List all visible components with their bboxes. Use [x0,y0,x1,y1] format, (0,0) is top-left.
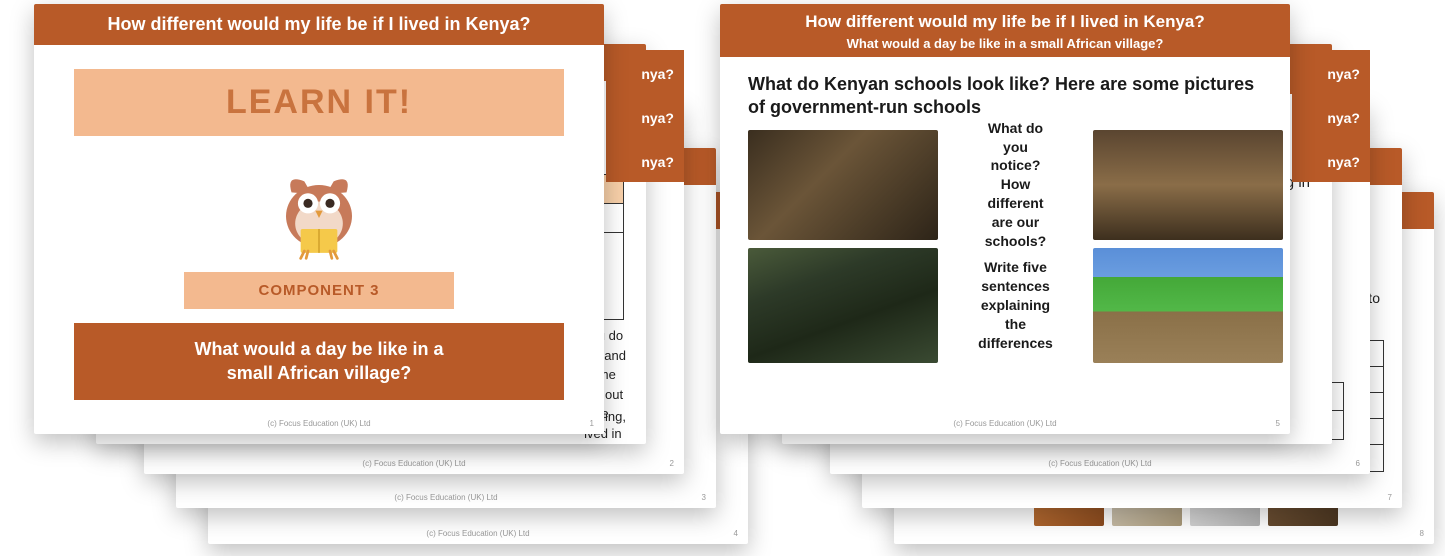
page-number: 1 [590,419,594,428]
prompt-notice: What doyounotice? Howdifferentare oursch… [948,130,1083,240]
slide-footer: (c) Focus Education (UK) Ltd [208,529,748,538]
page-number: 8 [1420,529,1424,538]
page-number: 3 [702,493,706,502]
slide-header: How different would my life be if I live… [34,4,604,45]
slide-kenyan-schools: How different would my life be if I live… [720,4,1290,434]
classroom-photo-1 [748,130,938,240]
title-text: How different would my life be if I live… [732,12,1278,32]
page-number: 6 [1356,459,1360,468]
header-peek: nya? [606,138,684,182]
header-peek: nya? [1292,138,1370,182]
learn-it-band: LEARN IT! [74,69,564,136]
slide-footer: (c) Focus Education (UK) Ltd [720,419,1290,428]
header-peek: nya? [606,94,684,138]
header-peek: nya? [606,50,684,94]
body-title: What do Kenyan schools look like? Here a… [748,73,1262,120]
stage: How different would my life be if I live… [0,0,1445,556]
prompt-text: What doyounotice? [948,119,1083,176]
slide-body: What do Kenyan schools look like? Here a… [720,57,1290,363]
prompt-text: Howdifferentare ourschools? [948,175,1083,251]
slide-subheader: What would a day be like in a small Afri… [732,36,1278,51]
owl-icon [264,152,374,262]
classroom-photo-3 [748,248,938,363]
slide-footer: (c) Focus Education (UK) Ltd [144,459,684,468]
photo-grid: What doyounotice? Howdifferentare oursch… [748,130,1262,363]
slide-learn-it: How different would my life be if I live… [34,4,604,434]
page-number: 4 [734,529,738,538]
page-number: 5 [1276,419,1280,428]
slide-footer: (c) Focus Education (UK) Ltd [34,419,604,428]
owl-illustration [34,152,604,262]
page-number: 7 [1388,493,1392,502]
header-peek: nya? [1292,94,1370,138]
slide-footer: (c) Focus Education (UK) Ltd [830,459,1370,468]
header-peek: nya? [1292,50,1370,94]
slide-header: How different would my life be if I live… [720,4,1290,57]
page-number: 2 [670,459,674,468]
question-band: What would a day be like in asmall Afric… [74,323,564,400]
classroom-photo-2 [1093,130,1283,240]
component-band: COMPONENT 3 [184,272,454,309]
school-building-photo [1093,248,1283,363]
slide-footer: (c) Focus Education (UK) Ltd [176,493,716,502]
prompt-write: Write fivesentencesexplainingthedifferen… [948,248,1083,363]
